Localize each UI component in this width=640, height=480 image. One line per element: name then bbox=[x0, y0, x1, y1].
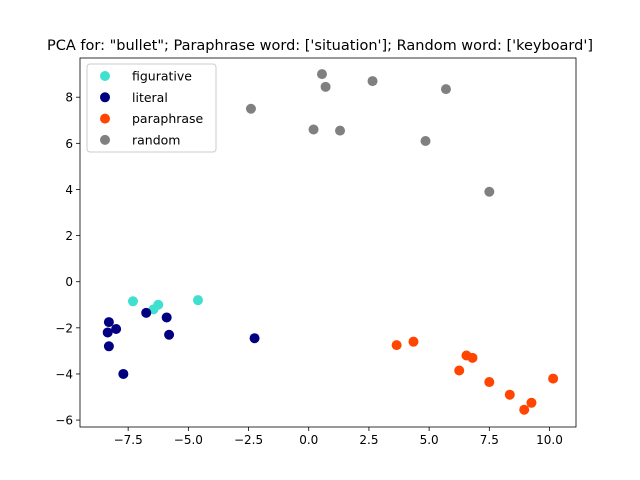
legend-entry-random: random bbox=[100, 132, 180, 147]
y-tick-label: 6 bbox=[65, 137, 73, 151]
series-paraphrase bbox=[391, 336, 559, 415]
figurative-point bbox=[192, 295, 203, 306]
paraphrase-point bbox=[467, 352, 478, 363]
literal-point bbox=[102, 327, 113, 338]
literal-point bbox=[164, 329, 175, 340]
series-random bbox=[245, 69, 495, 197]
paraphrase-point bbox=[484, 377, 495, 388]
paraphrase-point bbox=[548, 373, 559, 384]
y-tick-label: −2 bbox=[55, 321, 73, 335]
y-tick-label: 4 bbox=[65, 183, 73, 197]
legend-entry-figurative: figurative bbox=[100, 69, 192, 84]
paraphrase-point bbox=[454, 365, 465, 376]
paraphrase-point bbox=[391, 340, 402, 351]
y-tick-label: −4 bbox=[55, 367, 73, 381]
literal-point bbox=[161, 312, 172, 323]
figurative-point bbox=[127, 296, 138, 307]
axes: −7.5 −5.0 −2.5 0.0 2.5 5.0 7.5 10.0 −6 −4 −2 0 2 4 6 8 bbox=[55, 91, 563, 447]
legend-entry-paraphrase: paraphrase bbox=[100, 111, 204, 126]
paraphrase-point bbox=[526, 397, 537, 408]
legend-marker bbox=[100, 92, 110, 103]
legend: figurative literal paraphrase random bbox=[86, 63, 217, 153]
random-point bbox=[316, 69, 327, 80]
legend-entry-literal: literal bbox=[100, 90, 168, 105]
y-tick-label: 8 bbox=[65, 91, 73, 105]
x-tick-label: −5.0 bbox=[174, 433, 203, 447]
literal-point bbox=[103, 341, 114, 352]
legend-marker bbox=[100, 113, 110, 124]
y-tick-label: 2 bbox=[65, 229, 73, 243]
legend-label: random bbox=[132, 132, 180, 147]
literal-point bbox=[249, 333, 260, 344]
random-point bbox=[367, 76, 378, 87]
random-point bbox=[484, 186, 495, 197]
random-point bbox=[440, 84, 451, 95]
legend-marker bbox=[100, 71, 110, 81]
literal-point bbox=[118, 368, 129, 379]
chart-title: PCA for: "bullet"; Paraphrase word: ['si… bbox=[47, 38, 593, 54]
paraphrase-point bbox=[408, 336, 419, 347]
plot-frame bbox=[79, 57, 577, 428]
legend-marker bbox=[100, 134, 110, 145]
x-tick-label: −7.5 bbox=[114, 433, 143, 447]
x-tick-label: 0.0 bbox=[299, 433, 318, 447]
paraphrase-point bbox=[519, 404, 530, 415]
legend-label: paraphrase bbox=[132, 111, 204, 126]
axes-spines bbox=[79, 57, 577, 428]
random-point bbox=[308, 124, 319, 135]
x-tick-label: −2.5 bbox=[234, 433, 263, 447]
data-points bbox=[102, 69, 559, 415]
series-figurative bbox=[127, 295, 203, 315]
random-point bbox=[335, 125, 346, 136]
literal-point bbox=[103, 317, 114, 328]
x-tick-label: 5.0 bbox=[420, 433, 439, 447]
random-point bbox=[245, 103, 256, 114]
random-point bbox=[320, 81, 331, 92]
legend-label: figurative bbox=[132, 69, 192, 84]
x-tick-label: 10.0 bbox=[536, 433, 563, 447]
y-tick-label: 0 bbox=[65, 275, 73, 289]
legend-box bbox=[86, 63, 217, 153]
series-literal bbox=[102, 307, 260, 379]
random-point bbox=[420, 136, 431, 147]
literal-point bbox=[141, 307, 152, 318]
literal-point bbox=[111, 323, 122, 334]
paraphrase-point bbox=[504, 389, 515, 400]
x-tick-label: 7.5 bbox=[480, 433, 499, 447]
legend-label: literal bbox=[132, 90, 168, 105]
x-tick-label: 2.5 bbox=[359, 433, 378, 447]
y-tick-label: −6 bbox=[55, 414, 73, 428]
